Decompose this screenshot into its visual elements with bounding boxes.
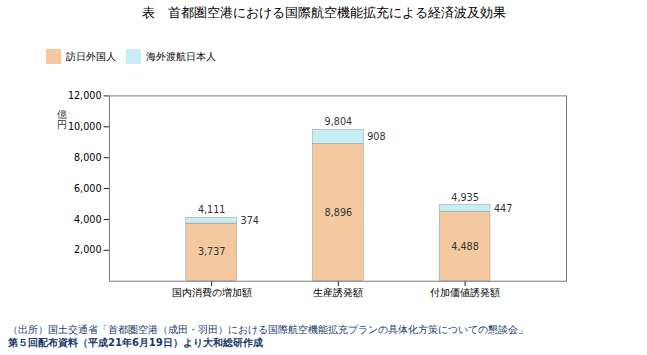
svg-text:4,111: 4,111 [198,204,226,215]
svg-text:8,000: 8,000 [74,152,102,163]
html-text:訪日外国人: 訪日外国人 [66,49,116,63]
svg-text:4,935: 4,935 [451,192,479,203]
svg-text:8,896: 8,896 [325,207,353,218]
svg-text:6,000: 6,000 [74,183,102,194]
svg-text:2,000: 2,000 [74,244,102,255]
svg-text:国内消費の増加額: 国内消費の増加額 [172,287,252,298]
html-text:第５回配布資料（平成21年6月19日）より大和総研作成: 第５回配布資料（平成21年6月19日）より大和総研作成 [8,337,263,348]
svg-text:10,000: 10,000 [68,121,102,132]
html-text:（出所）国土交通省「首都圏空港（成田・羽田）における国際航空: （出所）国土交通省「首都圏空港（成田・羽田）における国際航空機能拡充プランの具体… [8,324,528,335]
svg-text:生産誘発額: 生産誘発額 [313,287,363,298]
svg-text:374: 374 [241,215,259,226]
svg-text:3,737: 3,737 [198,246,226,257]
svg-text:9,804: 9,804 [325,116,353,127]
html-text:海外渡航日本人: 海外渡航日本人 [146,49,216,63]
svg-text:908: 908 [367,131,385,142]
svg-text:12,000: 12,000 [68,90,102,101]
svg-text:447: 447 [494,203,512,214]
svg-text:4,488: 4,488 [451,241,479,252]
svg-text:4,000: 4,000 [74,214,102,225]
html-text:表 首都圏空港における国際航空機能拡充による経済波及効果: 表 首都圏空港における国際航空機能拡充による経済波及効果 [141,5,506,20]
svg-text:億円: 億円 [57,109,67,130]
svg-text:付加価値誘発額: 付加価値誘発額 [430,287,500,298]
